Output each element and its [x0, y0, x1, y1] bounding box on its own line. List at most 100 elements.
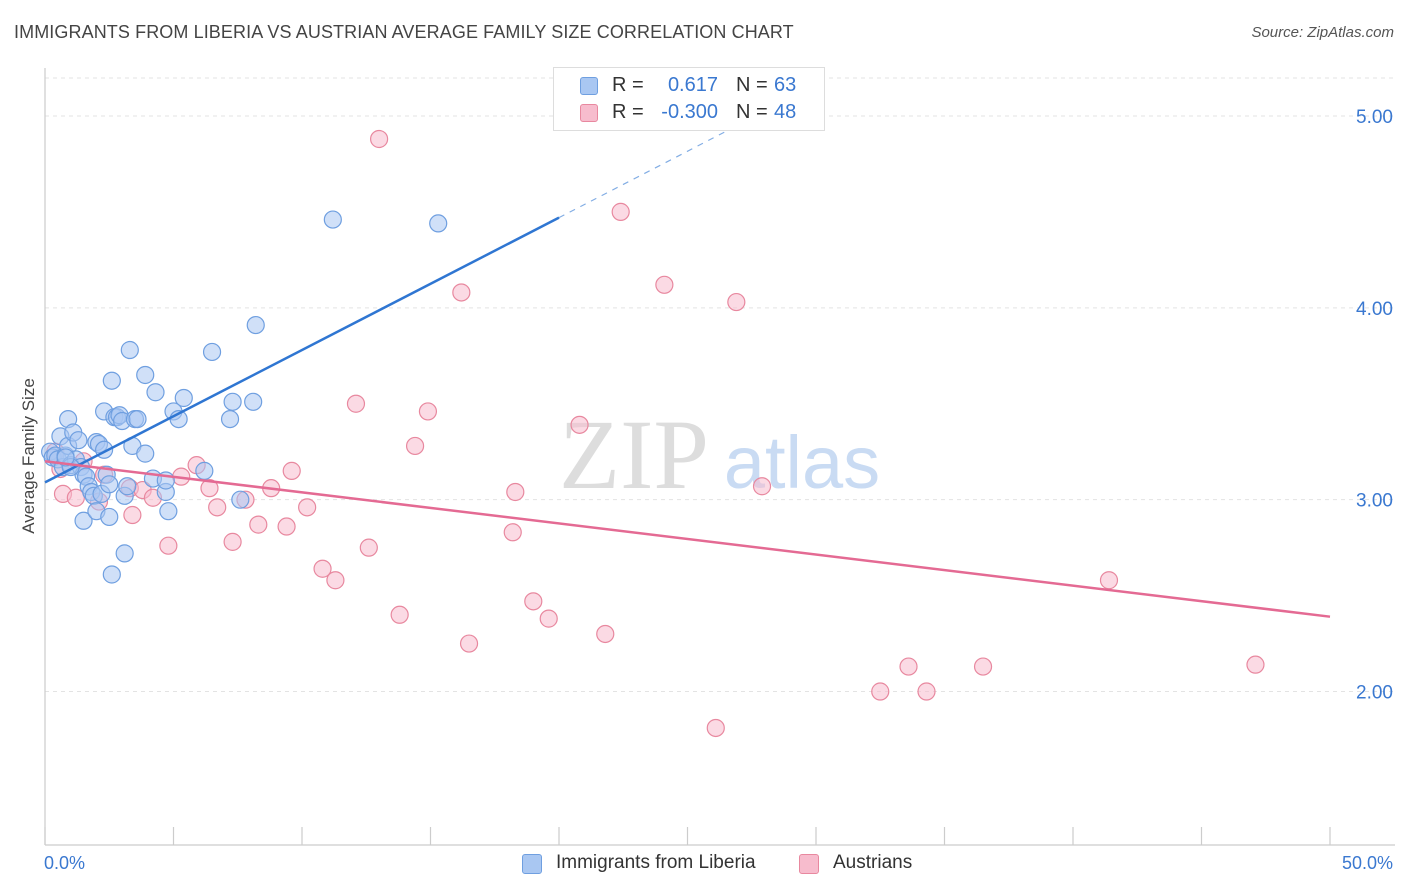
- data-point: [506, 482, 525, 502]
- data-point: [115, 544, 134, 563]
- data-point: [102, 371, 121, 390]
- data-point: [195, 461, 214, 480]
- data-point: [120, 340, 139, 360]
- x-tick-label: 0.0%: [44, 853, 85, 873]
- legend-n-value: 48: [774, 101, 797, 123]
- legend-row-austrians: R = -0.300 N = 48: [554, 101, 824, 127]
- data-point: [752, 477, 772, 496]
- data-point: [524, 592, 543, 611]
- legend-r-value: -0.300: [661, 101, 718, 123]
- data-point: [136, 444, 155, 463]
- y-tick-label: 3.00: [1356, 491, 1393, 512]
- data-point: [1099, 571, 1119, 590]
- data-point: [56, 448, 75, 467]
- axes: [44, 68, 1395, 846]
- watermark-atlas: atlas: [724, 421, 880, 504]
- data-point: [136, 365, 155, 385]
- data-point: [146, 383, 165, 402]
- x-tick-labels: 0.0% 50.0%: [44, 853, 1393, 873]
- data-point: [313, 559, 332, 578]
- trend-lines: [44, 130, 1331, 618]
- y-axis-label: Average Family Size: [19, 378, 38, 534]
- data-point: [452, 283, 471, 302]
- data-point: [128, 409, 147, 429]
- legend-r-value: 0.617: [667, 74, 718, 96]
- y-tick-labels: 2.00 3.00 4.00 5.00: [1356, 107, 1393, 704]
- watermark-zip: ZIP: [559, 399, 709, 510]
- data-point: [69, 431, 88, 450]
- data-point: [323, 210, 342, 229]
- data-point: [223, 392, 242, 411]
- y-tick-label: 4.00: [1356, 299, 1393, 320]
- data-point: [570, 415, 589, 434]
- legend-swatch-pink: [580, 104, 598, 122]
- trend-line-liberia-extension: [558, 130, 727, 219]
- data-point: [370, 129, 389, 149]
- data-point: [100, 507, 119, 527]
- data-point: [871, 682, 890, 701]
- data-point: [220, 409, 240, 429]
- data-point: [503, 523, 522, 542]
- legend-label: Austrians: [833, 852, 913, 873]
- data-point: [727, 292, 746, 312]
- data-point: [74, 511, 93, 530]
- trend-line-liberia: [44, 216, 560, 484]
- data-point: [249, 515, 268, 534]
- data-point: [298, 498, 317, 517]
- data-point: [359, 538, 378, 557]
- data-point: [596, 624, 615, 644]
- data-point: [611, 202, 630, 221]
- data-point: [418, 402, 438, 421]
- legend-swatch-blue: [580, 77, 598, 95]
- stats-legend: R = 0.617 N = 63 R = -0.300 N = 48: [553, 67, 825, 131]
- data-point: [405, 436, 425, 456]
- data-point: [973, 657, 993, 676]
- data-point: [159, 502, 178, 521]
- y-tick-label: 2.00: [1356, 683, 1393, 704]
- data-point: [429, 214, 448, 233]
- data-point: [706, 718, 725, 738]
- y-tick-label: 5.00: [1356, 107, 1393, 128]
- data-point: [282, 461, 301, 480]
- data-point: [208, 498, 227, 517]
- data-point: [223, 532, 242, 551]
- data-point: [326, 571, 345, 590]
- data-point: [655, 275, 674, 294]
- data-point: [118, 477, 137, 496]
- data-point: [277, 517, 296, 536]
- data-point: [899, 657, 918, 676]
- data-point: [159, 536, 178, 555]
- trend-line-austrians: [44, 460, 1331, 618]
- data-point: [346, 394, 366, 413]
- watermark: ZIP atlas: [559, 399, 880, 510]
- legend-swatch-blue: [522, 854, 542, 874]
- source-label: Source: ZipAtlas.com: [1251, 24, 1394, 41]
- data-point: [1246, 655, 1265, 674]
- data-point: [202, 342, 222, 362]
- legend-r-label: R =: [612, 74, 644, 96]
- data-point: [102, 565, 121, 584]
- legend-swatch-pink: [799, 854, 819, 874]
- data-point: [539, 609, 558, 628]
- legend-n-value: 63: [774, 74, 797, 96]
- legend-r-label: R =: [612, 101, 644, 123]
- data-point: [123, 505, 142, 525]
- data-point: [390, 605, 409, 624]
- x-tick-label: 50.0%: [1342, 853, 1393, 873]
- data-point: [246, 315, 265, 335]
- data-point: [917, 682, 936, 701]
- data-point: [231, 490, 250, 509]
- data-point: [459, 634, 479, 653]
- legend-label: Immigrants from Liberia: [556, 852, 756, 873]
- legend-n-label: N =: [736, 74, 768, 96]
- data-point: [200, 479, 219, 498]
- legend-row-liberia: R = 0.617 N = 63: [554, 74, 824, 100]
- legend-n-label: N =: [736, 101, 768, 123]
- data-point: [100, 475, 119, 494]
- data-point: [174, 388, 193, 408]
- data-point: [244, 392, 263, 411]
- chart-title: IMMIGRANTS FROM LIBERIA VS AUSTRIAN AVER…: [14, 22, 794, 42]
- series-legend: Immigrants from Liberia Austrians: [0, 852, 1406, 878]
- series-liberia: [41, 210, 448, 584]
